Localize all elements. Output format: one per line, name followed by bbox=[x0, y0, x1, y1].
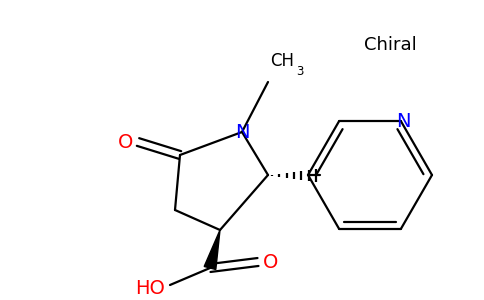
Text: CH: CH bbox=[270, 52, 294, 70]
Text: N: N bbox=[235, 122, 249, 142]
Text: Chiral: Chiral bbox=[363, 36, 416, 54]
Text: HO: HO bbox=[135, 278, 165, 298]
Text: 3: 3 bbox=[296, 65, 303, 78]
Polygon shape bbox=[204, 230, 220, 269]
Text: O: O bbox=[263, 253, 278, 272]
Text: N: N bbox=[396, 112, 410, 131]
Text: O: O bbox=[118, 133, 133, 152]
